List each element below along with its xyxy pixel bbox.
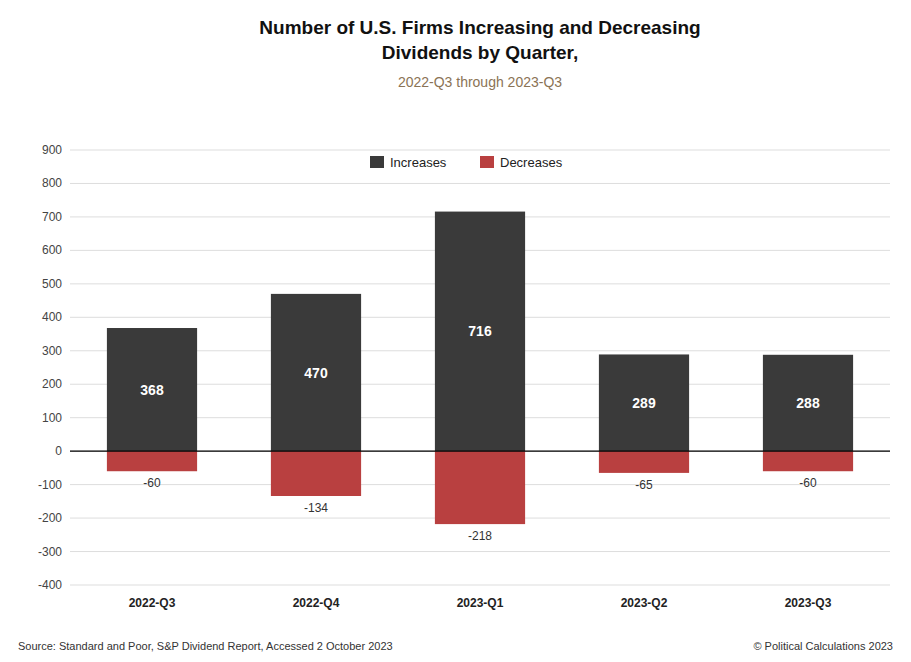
zero-line (70, 451, 890, 452)
data-label: -60 (799, 476, 817, 490)
y-tick-label: 400 (42, 310, 62, 324)
x-tick-label: 2023-Q1 (457, 596, 504, 610)
y-tick-label: -100 (38, 478, 62, 492)
grid-line (70, 551, 890, 552)
grid-line (70, 451, 890, 452)
x-tick-label: 2023-Q2 (621, 596, 668, 610)
y-tick-label: 800 (42, 176, 62, 190)
bar (271, 451, 361, 496)
legend-swatch (370, 156, 384, 168)
y-tick-label: -200 (38, 511, 62, 525)
title: Number of U.S. Firms Increasing and Decr… (259, 17, 700, 63)
data-label: -60 (143, 476, 161, 490)
data-label: 470 (304, 365, 328, 381)
chart: Number of U.S. Firms Increasing and Decr… (0, 0, 911, 662)
bars (107, 212, 853, 525)
bar (107, 328, 197, 451)
data-label: -134 (304, 501, 328, 515)
grid-line (70, 183, 890, 184)
bar (599, 451, 689, 473)
grid-line (70, 585, 890, 586)
bar (763, 451, 853, 471)
page: {"chart_data": { "type": "bar", "title":… (0, 0, 911, 662)
bar (271, 294, 361, 451)
bar (763, 355, 853, 451)
y-tick-label: -400 (38, 578, 62, 592)
x-tick-label: 2022-Q4 (293, 596, 340, 610)
y-tick-label: 300 (42, 344, 62, 358)
y-tick-label: 0 (55, 444, 62, 458)
data-label: 716 (468, 323, 492, 339)
y-tick-label: 500 (42, 277, 62, 291)
y-tick-label: -300 (38, 545, 62, 559)
legend-label: Decreases (500, 155, 563, 170)
y-tick-label: 900 (42, 143, 62, 157)
bar (107, 451, 197, 471)
y-tick-label: 200 (42, 377, 62, 391)
data-label: 368 (140, 382, 164, 398)
footer-note: © Political Calculations 2023 (753, 640, 893, 652)
data-label: -218 (468, 529, 492, 543)
footer-note: Source: Standard and Poor, S&P Dividend … (18, 640, 393, 652)
legend-swatch (480, 156, 494, 168)
x-tick-label: 2023-Q3 (785, 596, 832, 610)
x-axis: 2022-Q3 2022-Q4 2023-Q1 2023-Q2 2023-Q3 (129, 596, 832, 610)
bar (435, 451, 525, 524)
y-tick-label: 100 (42, 411, 62, 425)
subtitle: 2022-Q3 through 2023-Q3 (398, 74, 562, 90)
grid: -400 -300 -200 -100 0 100 200 300 400 500 600 700 80… (38, 143, 890, 592)
y-tick-label: 600 (42, 243, 62, 257)
chart-container: Number of U.S. Firms Increasing and Decr… (0, 0, 911, 662)
bar (599, 354, 689, 451)
title-line: Number of U.S. Firms Increasing and Decr… (259, 17, 700, 38)
grid-line (70, 150, 890, 151)
data-label: 289 (632, 395, 656, 411)
bar (435, 212, 525, 452)
data-label: 288 (796, 395, 820, 411)
data-label: -65 (635, 478, 653, 492)
data-labels: 368 470 716 289 288 -60 -134 -218 -65 -60 (140, 323, 820, 543)
legend-label: Increases (390, 155, 447, 170)
legend: Increases Decreases (370, 155, 563, 170)
title-line: Dividends by Quarter, (382, 42, 578, 63)
x-tick-label: 2022-Q3 (129, 596, 176, 610)
y-tick-label: 700 (42, 210, 62, 224)
